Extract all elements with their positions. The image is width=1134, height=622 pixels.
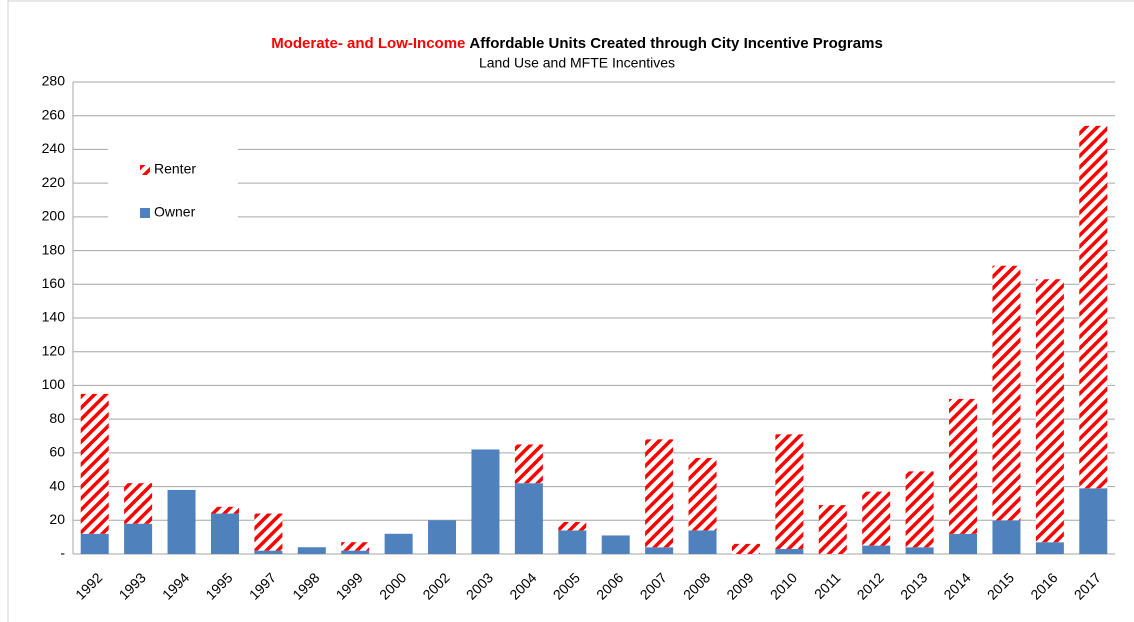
legend-swatch <box>140 165 150 175</box>
bar-segment <box>210 506 239 514</box>
bar-segment <box>862 545 891 554</box>
y-tick-label: 120 <box>42 342 66 358</box>
y-tick-label: 280 <box>42 73 66 89</box>
bar-segment <box>862 491 891 546</box>
y-tick-label: 200 <box>42 208 66 224</box>
bar-segment <box>992 265 1021 521</box>
bar-segment <box>297 547 326 554</box>
bar-segment <box>818 505 847 554</box>
bar-segment <box>688 457 717 531</box>
y-tick-label: 160 <box>42 275 66 291</box>
bar-segment <box>905 471 934 548</box>
bar-segment <box>775 434 804 549</box>
bar-segment <box>1035 542 1064 554</box>
bar-segment <box>471 449 500 554</box>
y-tick-label: 240 <box>42 140 66 156</box>
bar-segment <box>645 547 674 554</box>
bar-segment <box>1079 488 1108 554</box>
bar-segment <box>949 398 978 534</box>
bar-segment <box>124 523 153 554</box>
y-tick-label: 80 <box>49 410 65 426</box>
bar-segment <box>80 393 109 534</box>
bar-segment <box>254 513 283 551</box>
y-tick-label: 60 <box>49 444 65 460</box>
bar-segment <box>341 542 370 551</box>
bar-segment <box>80 533 109 554</box>
bar-segment <box>124 483 153 524</box>
bar-segment <box>514 444 543 484</box>
bar-segment <box>167 489 196 554</box>
bar-segment <box>905 547 934 554</box>
bar-segment <box>558 521 587 531</box>
bar-segment <box>514 483 543 554</box>
bar-segment <box>992 520 1021 554</box>
chart-subtitle: Land Use and MFTE Incentives <box>479 55 675 71</box>
y-tick-label: 140 <box>42 309 66 325</box>
bar-segment <box>428 520 457 554</box>
bar-segment <box>1079 125 1108 489</box>
title-highlight: Moderate- and Low-Income <box>271 35 465 52</box>
bar-segment <box>949 533 978 554</box>
bar-segment <box>384 533 413 554</box>
y-tick-label: - <box>60 545 65 561</box>
bar-segment <box>254 550 283 554</box>
bar-segment <box>601 535 630 554</box>
chart-title: Moderate- and Low-Income Affordable Units… <box>271 35 883 52</box>
bar-segment <box>775 548 804 554</box>
bar-segment <box>558 530 587 554</box>
legend-label: Renter <box>154 161 196 177</box>
y-tick-label: 20 <box>49 511 65 527</box>
legend-swatch <box>140 208 150 218</box>
y-tick-label: 220 <box>42 174 66 190</box>
y-tick-label: 40 <box>49 477 65 493</box>
legend-label: Owner <box>154 204 196 220</box>
bar-segment <box>688 530 717 554</box>
bar-segment <box>341 550 370 554</box>
bar-segment <box>1035 279 1064 543</box>
bar-segment <box>645 439 674 548</box>
y-tick-label: 180 <box>42 241 66 257</box>
legend-box <box>108 140 238 240</box>
title-rest: Affordable Units Created through City In… <box>469 35 882 52</box>
bar-segment <box>731 543 760 554</box>
y-tick-label: 260 <box>42 106 66 122</box>
y-tick-label: 100 <box>42 376 66 392</box>
bar-segment <box>210 513 239 554</box>
